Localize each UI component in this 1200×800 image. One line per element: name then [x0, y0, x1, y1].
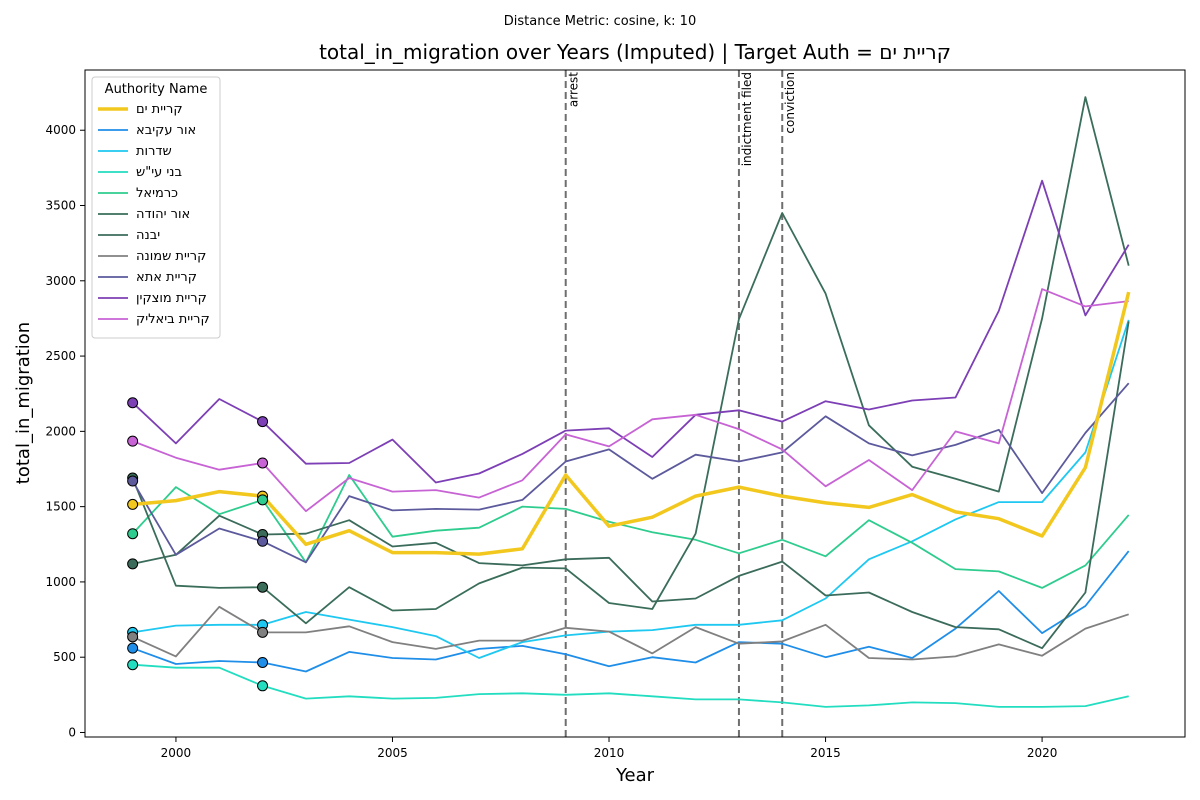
event-label: indictment filed — [740, 72, 754, 166]
imputed-point — [257, 581, 269, 593]
imputed-point — [257, 416, 269, 428]
imputed-point — [127, 642, 139, 654]
legend-entry: בני עי"ש — [136, 165, 182, 180]
x-tick-label: 2000 — [161, 746, 192, 760]
y-tick-label: 3000 — [45, 274, 76, 288]
imputed-point — [257, 626, 269, 638]
series-line — [132, 550, 1130, 673]
y-tick-label: 3500 — [45, 199, 76, 213]
series-lines — [131, 96, 1131, 708]
x-tick-label: 2010 — [594, 746, 625, 760]
series-line — [132, 319, 1130, 659]
legend-entry: יבנה — [136, 228, 160, 243]
y-tick-label: 1000 — [45, 575, 76, 589]
imputed-point — [127, 435, 139, 447]
legend-entry: קריית אתא — [136, 270, 197, 285]
x-tick-label: 2015 — [810, 746, 841, 760]
imputed-point — [257, 494, 269, 506]
legend-entry: קריית שמונה — [136, 249, 206, 264]
y-tick-label: 2000 — [45, 424, 76, 438]
series-line — [132, 291, 1131, 556]
imputed-point — [257, 680, 269, 692]
figure-suptitle: Distance Metric: cosine, k: 10 — [503, 14, 697, 29]
imputed-point — [257, 535, 269, 547]
imputed-point — [127, 528, 139, 540]
y-tick-label: 1500 — [45, 500, 76, 514]
y-tick-label: 4000 — [45, 123, 76, 137]
imputed-point — [127, 397, 139, 409]
imputed-point — [127, 558, 139, 570]
axes: 2000 2005 2010 2015 2020 0 500 1000 1500 2000 2500… — [45, 123, 1057, 760]
y-axis-label: total_in_migration — [13, 322, 34, 484]
x-tick-label: 2020 — [1027, 746, 1058, 760]
legend-title: Authority Name — [105, 82, 208, 97]
event-markers: arrest indictment filed conviction — [564, 70, 797, 737]
series-line — [132, 605, 1129, 661]
event-label: conviction — [783, 72, 797, 134]
y-tick-label: 500 — [53, 650, 76, 664]
legend-entry: כרמיאל — [136, 186, 178, 201]
imputed-point — [127, 659, 139, 671]
y-tick-label: 2500 — [45, 349, 76, 363]
series-line — [131, 474, 1130, 589]
legend-entry: שדרות — [136, 144, 172, 159]
series-line — [131, 382, 1130, 564]
imputed-point — [127, 475, 139, 487]
series-line — [131, 96, 1130, 625]
y-tick-label: 0 — [68, 725, 76, 739]
x-axis-label: Year — [615, 765, 655, 786]
series-line — [132, 288, 1129, 513]
plot-frame — [84, 69, 1186, 738]
legend-box — [91, 76, 221, 339]
legend-entry: אור יהודה — [136, 207, 190, 222]
imputed-point — [127, 631, 139, 643]
imputed-point — [127, 498, 139, 510]
x-tick-label: 2005 — [377, 746, 408, 760]
imputed-point — [257, 457, 269, 469]
legend-entry: קריית ביאליק — [136, 312, 210, 327]
legend: Authority Name קריית ים אור עקיבא שדרות בני … — [91, 76, 221, 339]
legend-entry: אור עקיבא — [136, 123, 196, 138]
legend-entry: קריית מוצקין — [136, 291, 207, 306]
imputed-point — [257, 656, 269, 668]
chart-title: total_in_migration over Years (Imputed) … — [319, 40, 951, 64]
event-label: arrest — [567, 72, 581, 107]
series-line — [131, 179, 1130, 484]
legend-entry: קריית ים — [136, 102, 183, 117]
series-line — [132, 663, 1129, 708]
imputed-markers — [127, 397, 269, 692]
